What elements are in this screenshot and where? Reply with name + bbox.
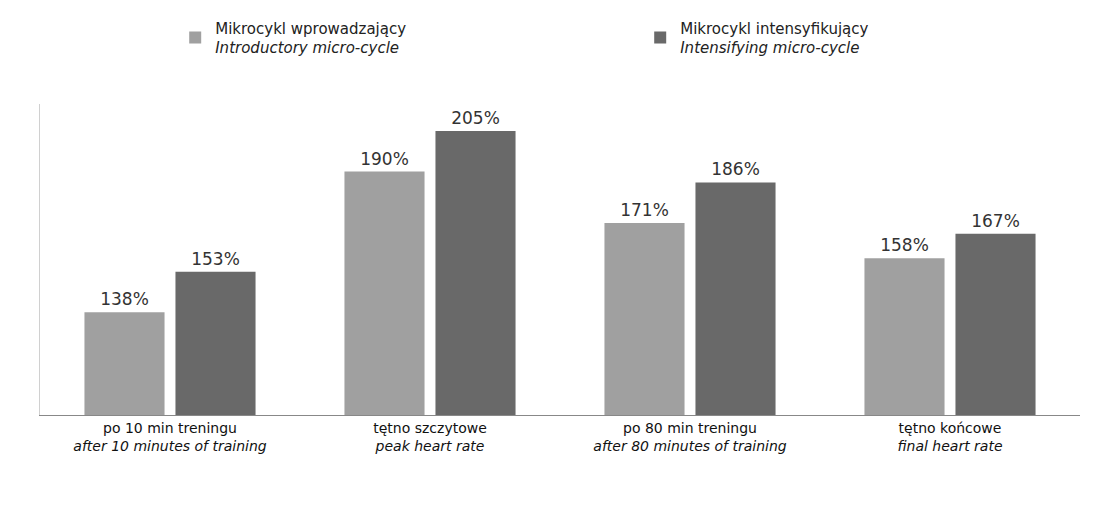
- svg-text:205%: 205%: [451, 108, 500, 128]
- svg-text:171%: 171%: [620, 200, 669, 220]
- svg-text:186%: 186%: [711, 159, 760, 179]
- svg-text:153%: 153%: [191, 249, 240, 269]
- svg-text:po 10 min treninguafter 10 min: po 10 min treninguafter 10 minutes of tr…: [73, 420, 266, 454]
- svg-text:167%: 167%: [971, 211, 1020, 231]
- svg-text:po 80 min treninguafter 80 min: po 80 min treninguafter 80 minutes of tr…: [593, 420, 786, 454]
- svg-text:158%: 158%: [880, 235, 929, 255]
- svg-text:Mikrocykl intensyfikującyInten: Mikrocykl intensyfikującyIntensifying mi…: [680, 20, 868, 58]
- svg-text:190%: 190%: [360, 149, 409, 169]
- svg-text:tętno końcowefinal heart rate: tętno końcowefinal heart rate: [897, 420, 1002, 454]
- svg-text:Mikrocykl wprowadzającyIntrodu: Mikrocykl wprowadzającyIntroductory micr…: [215, 20, 406, 58]
- svg-text:138%: 138%: [100, 289, 149, 309]
- svg-text:tętno szczytowepeak heart rate: tętno szczytowepeak heart rate: [373, 420, 487, 454]
